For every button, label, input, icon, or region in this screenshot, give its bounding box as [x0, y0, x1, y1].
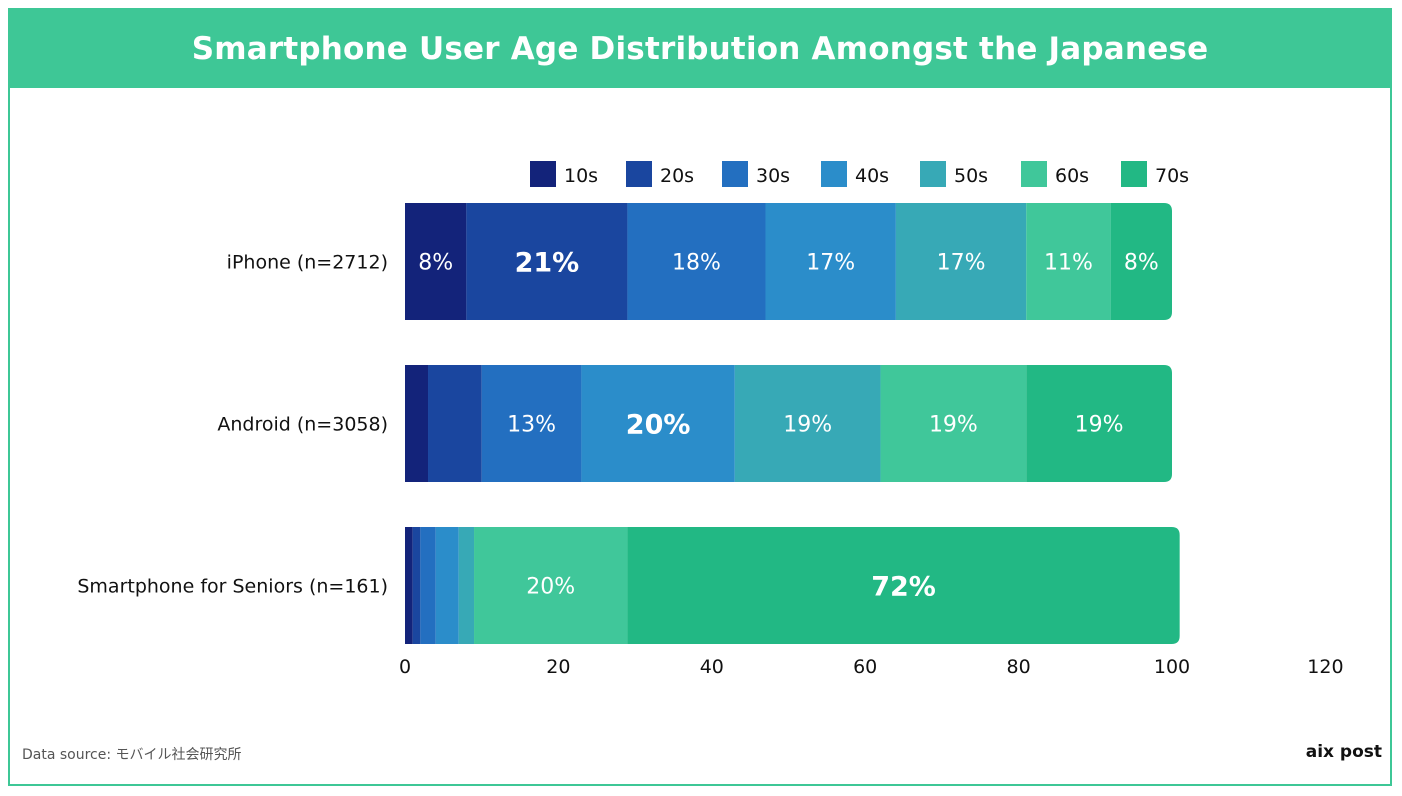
legend-label-40s: 40s: [855, 165, 889, 187]
data-label: 17%: [806, 251, 855, 276]
legend-label-50s: 50s: [954, 165, 988, 187]
bar-segment-10s: [405, 527, 413, 644]
bar-segment-60s: [1026, 203, 1111, 320]
legend-swatch-50s: [920, 161, 946, 187]
title-bar: Smartphone User Age Distribution Amongst…: [10, 10, 1390, 88]
bar-segment-40s: [435, 527, 459, 644]
data-label: 17%: [937, 251, 986, 276]
x-tick-label: 100: [1154, 656, 1190, 678]
bar-segment-60s: [474, 527, 628, 644]
bar-segment-30s: [420, 527, 436, 644]
x-tick-label: 80: [1007, 656, 1031, 678]
category-label: Smartphone for Seniors (n=161): [77, 576, 388, 598]
bar-segment-40s: [765, 203, 896, 320]
data-label: 18%: [672, 251, 721, 276]
legend-label-20s: 20s: [660, 165, 694, 187]
brand-logo: aix post: [1305, 742, 1382, 762]
data-label: 8%: [1124, 251, 1159, 276]
bar-segment-50s: [458, 527, 475, 644]
bar-segment-10s: [405, 365, 429, 482]
data-label: 72%: [871, 572, 936, 603]
bar-segment-30s: [481, 365, 582, 482]
bar-segment-20s: [466, 203, 628, 320]
bar-segment-10s: [405, 203, 467, 320]
legend-swatch-60s: [1021, 161, 1047, 187]
legend-swatch-70s: [1121, 161, 1147, 187]
data-source-note: Data source: モバイル社会研究所: [22, 747, 242, 763]
bar-segment-50s: [895, 203, 1027, 320]
legend-swatch-30s: [722, 161, 748, 187]
bar-segment-70s: [1110, 203, 1172, 320]
legend-swatch-20s: [626, 161, 652, 187]
category-label: iPhone (n=2712): [227, 252, 388, 274]
bar-segment-20s: [412, 527, 421, 644]
bar-segment-30s: [627, 203, 766, 320]
legend-label-70s: 70s: [1155, 165, 1189, 187]
data-label: 21%: [515, 248, 580, 279]
x-tick-label: 40: [700, 656, 724, 678]
data-label: 19%: [783, 413, 832, 438]
data-label: 20%: [626, 410, 691, 441]
data-label: 13%: [507, 413, 556, 438]
bar-segment-20s: [428, 365, 482, 482]
chart-title: Smartphone User Age Distribution Amongst…: [191, 31, 1209, 67]
legend-swatch-10s: [530, 161, 556, 187]
data-label: 20%: [526, 575, 575, 600]
legend-label-10s: 10s: [564, 165, 598, 187]
bar-segment-50s: [734, 365, 881, 482]
legend-swatch-40s: [821, 161, 847, 187]
bar-segment-70s: [1026, 365, 1172, 482]
legend-label-60s: 60s: [1055, 165, 1089, 187]
data-label: 19%: [929, 413, 978, 438]
bar-segment-40s: [581, 365, 735, 482]
data-label: 19%: [1075, 413, 1124, 438]
x-tick-label: 60: [853, 656, 877, 678]
x-tick-label: 120: [1307, 656, 1343, 678]
x-tick-label: 20: [546, 656, 570, 678]
data-label: 11%: [1044, 251, 1093, 276]
legend-label-30s: 30s: [756, 165, 790, 187]
category-label: Android (n=3058): [217, 414, 388, 436]
data-label: 8%: [418, 251, 453, 276]
bar-segment-60s: [880, 365, 1027, 482]
x-tick-label: 0: [399, 656, 411, 678]
bar-segment-70s: [627, 527, 1180, 644]
